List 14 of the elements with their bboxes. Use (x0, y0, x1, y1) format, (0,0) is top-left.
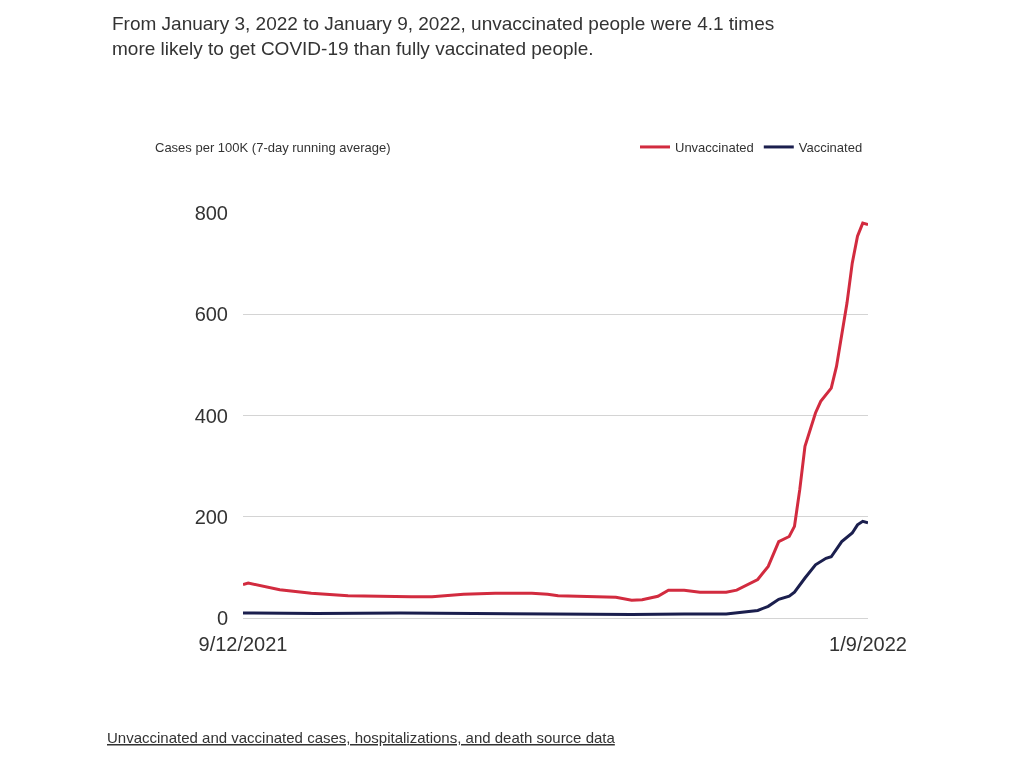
x-tick-label: 9/12/2021 (198, 633, 288, 655)
y-tick-label: 800 (194, 202, 228, 224)
y-tick-label: 400 (194, 404, 228, 427)
x-tick-label: 1/9/2022 (829, 633, 907, 655)
line-series (243, 519, 868, 616)
text: Unvaccinated and vaccinated cases, hospitalizations, and death source data (107, 729, 616, 746)
chart-title: From January 3, 2022 to January 9, 2022, unvaccinated people were 4.1 times more likely to get COVID-19 than fully vaccinated people. (112, 13, 775, 59)
y-tick-label: 0 (216, 607, 228, 629)
line-series (243, 221, 868, 602)
legend-label: Unvaccinated (675, 140, 754, 156)
y-tick-label: 200 (194, 505, 228, 528)
legend-label: Vaccinated (798, 140, 863, 156)
y-axis-title: Cases per 100K (7-day running average) (155, 140, 391, 155)
y-tick-label: 600 (194, 303, 228, 326)
